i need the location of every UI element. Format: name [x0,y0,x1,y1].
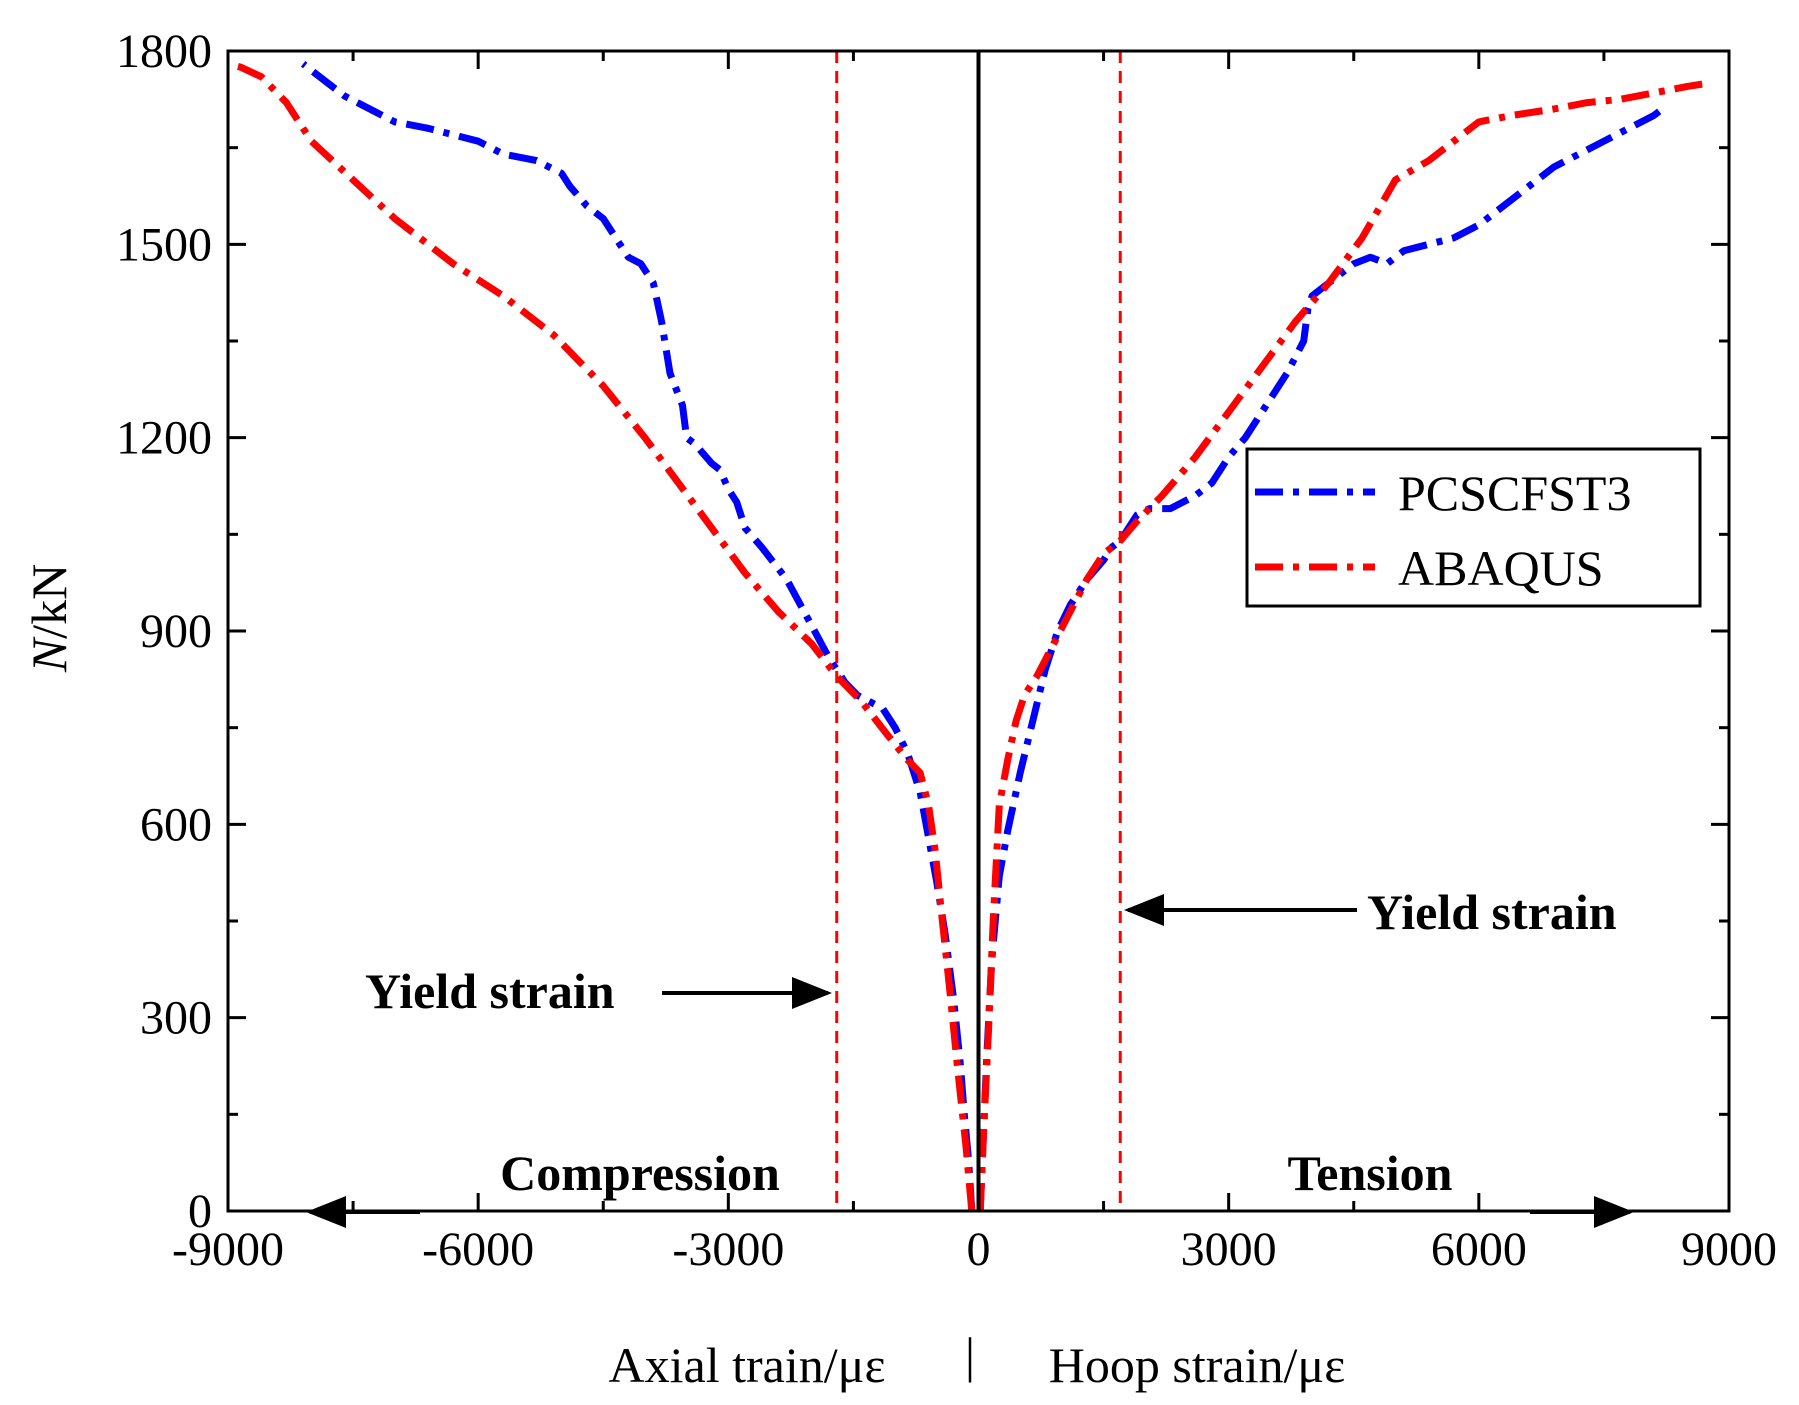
x-axis-title-axial: Axial train/με [609,1337,886,1393]
y-tick-label: 1200 [116,412,212,465]
yield-label-left: Yield strain [365,963,615,1019]
series-abaqus-axial-line [227,60,976,1212]
yield-label-right: Yield strain [1367,884,1617,940]
series-pcscfst3-axial-line [300,61,976,1212]
tick-layer: -9000 -6000 -3000 0 3000 6000 9000 0 300 600 900 12… [116,25,1777,1276]
y-tick-label: 600 [140,798,212,851]
y-tick-label: 300 [140,992,212,1045]
x-tick-label: -3000 [672,1223,784,1276]
compression-label: Compression [500,1145,780,1201]
compression-annotation: Compression [306,1145,780,1228]
yield-annotation-left: Yield strain [365,963,832,1019]
x-axis-title-separator: | [965,1327,975,1383]
series-abaqus-hoop-line [976,79,1709,1212]
series-layer [227,60,1709,1212]
x-tick-label: -6000 [422,1223,534,1276]
x-axis-title-hoop: Hoop strain/με [1049,1337,1345,1393]
y-axis-title-unit: /kN [21,564,77,639]
x-tick-label: 6000 [1431,1223,1527,1276]
y-axis-title: N/kN [21,564,77,673]
x-tick-label: 3000 [1181,1223,1277,1276]
y-tick-label: 0 [188,1185,212,1238]
x-tick-label: 0 [967,1223,991,1276]
legend-box [1245,447,1702,608]
tension-label: Tension [1288,1145,1453,1201]
x-tick-label: -9000 [172,1223,284,1276]
y-tick-label: 900 [140,605,212,658]
x-tick-label: 9000 [1681,1223,1777,1276]
y-axis-title-symbol: N [21,636,77,673]
reference-lines [835,51,1122,1211]
yield-annotation-right: Yield strain [1124,884,1617,940]
legend-label-pcscfst3: PCSCFST3 [1398,465,1631,521]
y-tick-label: 1500 [116,218,212,271]
series-pcscfst3-hoop-line [976,106,1665,1212]
y-tick-label: 1800 [116,25,212,78]
legend-label-abaqus: ABAQUS [1398,540,1604,596]
tension-annotation: Tension [1288,1145,1634,1228]
legend: PCSCFST3 ABAQUS [1245,447,1702,608]
